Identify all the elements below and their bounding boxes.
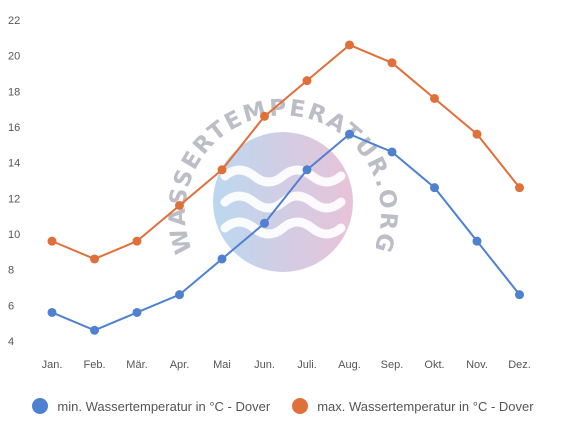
data-point[interactable] [302,76,312,86]
data-point[interactable] [217,254,227,264]
y-tick-label: 18 [8,86,20,98]
data-point[interactable] [472,236,482,246]
y-tick-label: 20 [8,51,20,63]
y-axis-ticks: 4 6 8 10 12 14 16 18 20 22 [8,15,20,348]
x-tick-label: Juli. [297,359,317,371]
data-point[interactable] [345,129,354,139]
x-tick-label: Dez. [508,359,531,371]
y-tick-label: 12 [8,193,20,205]
series-layer [47,40,524,335]
data-point[interactable] [132,236,142,246]
data-point[interactable] [515,183,524,193]
x-tick-label: Mai [213,359,231,371]
watermark-wave-2 [220,217,346,239]
x-tick-label: Apr. [170,359,190,371]
data-point[interactable] [175,290,184,300]
x-tick-label: Okt. [424,359,444,371]
data-point[interactable] [260,111,269,121]
data-point[interactable] [217,165,227,175]
y-tick-label: 14 [8,158,20,170]
watermark-wave-1 [220,191,346,213]
data-point[interactable] [302,165,312,175]
data-point[interactable] [345,40,354,50]
legend: min. Wassertemperatur in °C - Dover max.… [0,393,566,419]
legend-item-min[interactable]: min. Wassertemperatur in °C - Dover [32,398,270,414]
x-tick-label: Aug. [338,359,361,371]
data-point[interactable] [47,307,57,317]
legend-label-min: min. Wassertemperatur in °C - Dover [57,398,271,414]
data-point[interactable] [132,307,142,317]
data-point[interactable] [90,254,99,264]
legend-label-max: max. Wassertemperatur in °C - Dover [317,398,534,414]
x-tick-label: Nov. [466,359,488,371]
y-tick-label: 4 [8,336,14,348]
data-point[interactable] [515,290,524,300]
y-tick-label: 22 [8,15,20,27]
data-point[interactable] [472,129,482,139]
x-tick-label: Mär. [126,359,147,371]
legend-item-max[interactable]: max. Wassertemperatur in °C - Dover [292,398,534,414]
data-point[interactable] [47,236,57,246]
data-point[interactable] [90,325,99,335]
data-point[interactable] [387,58,397,68]
data-point[interactable] [430,183,439,193]
x-tick-label: Jun. [254,359,275,371]
data-point[interactable] [387,147,397,157]
data-point[interactable] [430,93,439,103]
legend-marker-min [32,398,49,414]
x-tick-label: Sep. [381,359,404,371]
y-tick-label: 16 [8,122,20,134]
x-axis-ticks: Jan. Feb. Mär. Apr. Mai Jun. Juli. Aug. Sep. Okt.… [42,359,531,371]
x-tick-label: Jan. [42,359,63,371]
x-tick-label: Feb. [83,359,105,371]
y-tick-label: 10 [8,229,20,241]
watermark-logo: WASSERTEMPERATUR.ORG [165,95,399,272]
watermark-wave-0 [220,165,346,187]
data-point[interactable] [260,218,269,228]
legend-marker-max [292,398,309,414]
series-line-0 [51,132,521,332]
data-point[interactable] [175,200,184,210]
y-tick-label: 6 [8,300,14,312]
series-line-1 [51,43,521,261]
y-tick-label: 8 [8,265,14,277]
